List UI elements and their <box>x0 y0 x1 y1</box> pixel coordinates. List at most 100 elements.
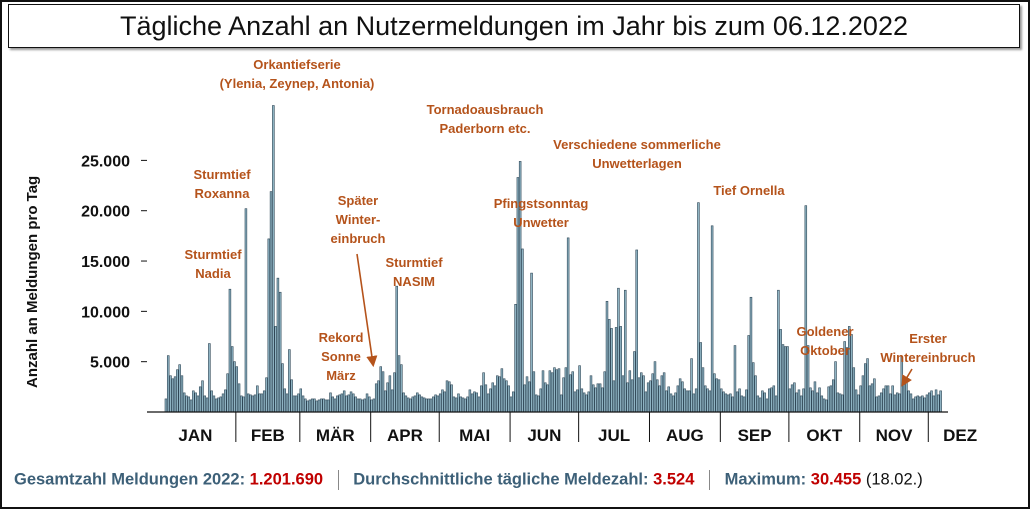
chart-bar <box>747 335 750 413</box>
chart-bar <box>178 364 181 413</box>
chart-bar <box>203 395 207 413</box>
chart-bar <box>847 326 851 413</box>
chart-bar <box>907 390 910 413</box>
chart-bar <box>486 393 490 413</box>
chart-bar <box>548 370 552 413</box>
chart-bar <box>214 398 218 413</box>
chart-bar <box>603 371 606 413</box>
chart-bar <box>516 177 520 413</box>
chart-bar <box>701 367 705 413</box>
chart-bar <box>797 389 801 413</box>
chart-bar <box>863 363 867 413</box>
chart-bar <box>176 369 179 413</box>
chart-bar <box>228 288 232 413</box>
chart-bar <box>740 395 744 413</box>
chart-bar <box>525 376 529 413</box>
chart-bar <box>587 391 590 413</box>
chart-bar <box>605 300 609 413</box>
chart-bar <box>372 398 376 413</box>
chart-bar <box>171 378 175 413</box>
chart-bar <box>422 397 426 413</box>
chart-bar <box>571 371 574 413</box>
chart-bar <box>333 398 337 413</box>
chart-bar <box>317 399 321 413</box>
chart-bar <box>182 392 186 413</box>
chart-bar <box>164 398 168 413</box>
chart-bar <box>566 237 570 413</box>
chart-bar <box>356 398 360 413</box>
chart-bar <box>418 394 421 413</box>
chart-bar <box>484 384 488 413</box>
chart-bar <box>857 394 860 413</box>
chart-bar <box>544 382 547 413</box>
chart-bar <box>592 384 595 413</box>
chart-bar <box>873 378 876 413</box>
chart-bar <box>813 381 817 413</box>
chart-bar <box>772 385 776 413</box>
chart-bar <box>758 397 762 413</box>
chart-bar <box>596 383 600 413</box>
chart-bar <box>198 386 202 413</box>
chart-bar <box>633 351 636 413</box>
chart-bar <box>905 379 908 413</box>
chart-bar <box>720 388 723 413</box>
chart-bar <box>466 396 469 413</box>
chart-bar <box>630 379 634 413</box>
chart-bar <box>400 364 403 413</box>
chart-bar <box>585 394 588 413</box>
chart-bar <box>930 390 933 413</box>
average-label: Durchschnittliche tägliche Meldezahl: <box>353 470 649 489</box>
chart-bar <box>285 393 289 413</box>
chart-bar <box>173 376 177 413</box>
chart-bar <box>304 398 307 413</box>
chart-bar <box>274 326 277 413</box>
chart-bar <box>802 388 805 413</box>
chart-bar <box>608 319 611 413</box>
chart-bar <box>555 369 558 413</box>
chart-bar <box>249 394 252 413</box>
annotation-label: Rekord Sonne März <box>319 330 364 383</box>
chart-bar <box>811 390 814 413</box>
chart-bar <box>429 398 433 413</box>
chart-bar <box>637 377 641 413</box>
annotation-label: Sturmtief Nadia <box>184 247 242 281</box>
chart-bar <box>745 389 748 413</box>
chart-bar <box>674 392 677 413</box>
chart-bar <box>601 387 604 413</box>
chart-bar <box>653 361 657 413</box>
chart-bar <box>580 388 584 413</box>
chart-bar <box>320 398 323 413</box>
chart-bar <box>752 362 755 413</box>
chart-bar <box>781 344 785 413</box>
annotation-arrow <box>901 368 913 387</box>
chart-bar <box>884 385 888 413</box>
chart-bar <box>644 391 648 413</box>
chart-bar <box>704 385 707 413</box>
chart-bar <box>683 388 686 413</box>
chart-bar <box>185 395 188 413</box>
chart-bar <box>290 379 293 413</box>
chart-bar <box>374 383 378 413</box>
chart-bar <box>841 394 844 413</box>
chart-bar <box>713 373 716 413</box>
chart-bar <box>491 382 494 413</box>
chart-bar <box>573 391 577 413</box>
chart-bar <box>237 383 241 413</box>
month-label: JUN <box>527 426 561 445</box>
month-label: JUL <box>598 426 630 445</box>
chart-bar <box>528 381 531 413</box>
chart-bar <box>219 396 223 413</box>
chart-bar <box>667 386 670 413</box>
chart-bar <box>939 390 942 413</box>
chart-bar <box>246 393 250 413</box>
chart-bar <box>441 389 444 413</box>
annotation-label: Orkantiefserie (Ylenia, Zeynep, Antonia) <box>220 57 375 91</box>
chart-bar <box>635 249 638 413</box>
chart-bar <box>774 395 778 413</box>
chart-bar <box>379 366 382 413</box>
chart-bar <box>265 377 268 413</box>
chart-bar <box>610 328 613 413</box>
chart-bar <box>678 378 682 413</box>
chart-bar <box>921 395 924 413</box>
chart-bar <box>267 238 271 413</box>
